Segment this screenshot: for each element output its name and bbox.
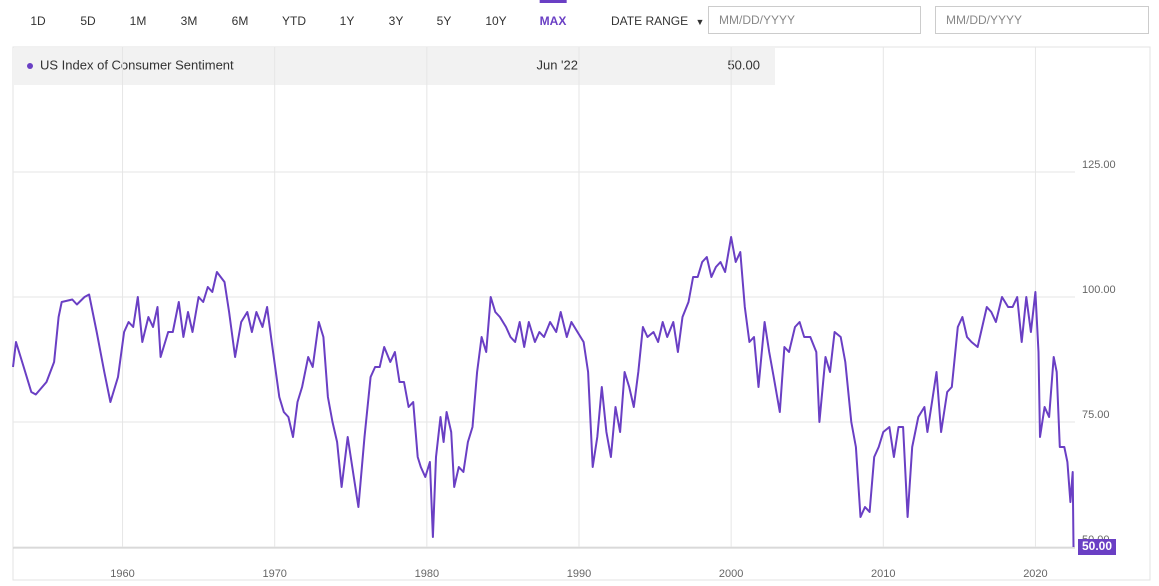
range-button[interactable]: 10Y	[485, 14, 507, 28]
range-button[interactable]: YTD	[282, 14, 306, 28]
legend-box	[13, 48, 775, 85]
date-input[interactable]: MM/DD/YYYY	[935, 6, 1149, 34]
last-value-badge	[1078, 539, 1116, 555]
date-range-label: DATE RANGE	[611, 14, 689, 28]
legend-value: 50.00	[727, 57, 760, 72]
range-button[interactable]: 3Y	[388, 14, 404, 28]
x-tick-label: 2000	[719, 568, 743, 580]
x-tick-label: 1960	[110, 568, 134, 580]
x-tick-label: 2020	[1023, 568, 1047, 580]
y-tick-label: 125.00	[1082, 159, 1116, 171]
y-tick-label: 100.00	[1082, 284, 1116, 296]
line	[12, 236, 1075, 548]
range-button[interactable]: 5D	[80, 14, 96, 28]
range-button[interactable]: 1Y	[339, 14, 355, 28]
range-button[interactable]: 3M	[180, 14, 198, 28]
range-button[interactable]: 5Y	[436, 14, 452, 28]
range-button[interactable]: MAX	[539, 0, 567, 42]
x-tick-label: 1970	[262, 568, 286, 580]
last-value-label: 50.00	[1082, 539, 1112, 553]
x-tick-label: 1980	[415, 568, 439, 580]
date-range[interactable]: DATE RANGE ▼	[611, 14, 705, 28]
date-input[interactable]: MM/DD/YYYY	[708, 6, 921, 34]
legend-date: Jun '22	[536, 57, 578, 72]
legend-dot	[27, 63, 33, 69]
x-tick-label: 1990	[567, 568, 591, 580]
chart-frame	[12, 46, 1151, 581]
range-button[interactable]: 1M	[129, 14, 147, 28]
x-tick-label: 2010	[871, 568, 895, 580]
y-tick-label: 75.00	[1082, 409, 1110, 421]
range-button[interactable]: 1D	[30, 14, 46, 28]
legend-label: US Index of Consumer Sentiment	[40, 57, 234, 72]
range-button[interactable]: 6M	[231, 14, 249, 28]
